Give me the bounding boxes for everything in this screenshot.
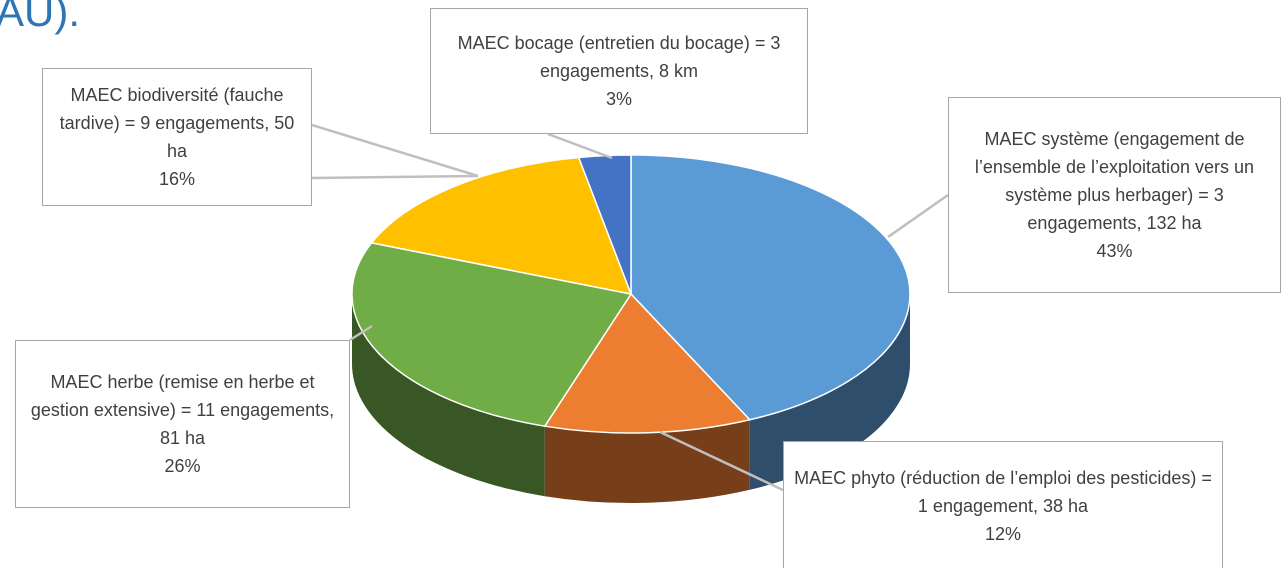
leader-line [311, 174, 479, 180]
data-label: MAEC phyto (réduction de l’emploi des pe… [783, 441, 1223, 568]
slice [351, 242, 633, 428]
category-label: MAEC système (engagement de l’ensemble d… [974, 129, 1255, 233]
data-label: MAEC bocage (entretien du bocage) = 3 en… [430, 8, 808, 134]
chart-title: AU). [0, 0, 80, 35]
leader-line [349, 324, 373, 342]
slice-side [544, 419, 750, 503]
value-label: 16% [158, 169, 196, 189]
value-label: 43% [1096, 241, 1133, 261]
slice [370, 156, 633, 295]
data-label: MAEC biodiversité (fauche tardive) = 9 e… [42, 68, 312, 206]
category-label: MAEC bocage (entretien du bocage) = 3 en… [457, 33, 781, 81]
slice [543, 292, 752, 434]
value-label: 12% [984, 524, 1022, 544]
leader-line [311, 123, 479, 178]
value-label: 26% [164, 456, 201, 476]
category-label: MAEC herbe (remise en herbe et gestion e… [30, 372, 335, 448]
data-label: MAEC herbe (remise en herbe et gestion e… [15, 340, 350, 508]
leader-line [887, 193, 949, 239]
data-label: MAEC système (engagement de l’ensemble d… [948, 97, 1281, 293]
leader-line [547, 132, 613, 160]
slice-side [352, 294, 545, 497]
category-label: MAEC phyto (réduction de l’emploi des pe… [794, 468, 1212, 516]
slice [630, 154, 911, 421]
category-label: MAEC biodiversité (fauche tardive) = 9 e… [59, 85, 295, 161]
leader-line [659, 430, 784, 492]
value-label: 3% [605, 89, 632, 109]
